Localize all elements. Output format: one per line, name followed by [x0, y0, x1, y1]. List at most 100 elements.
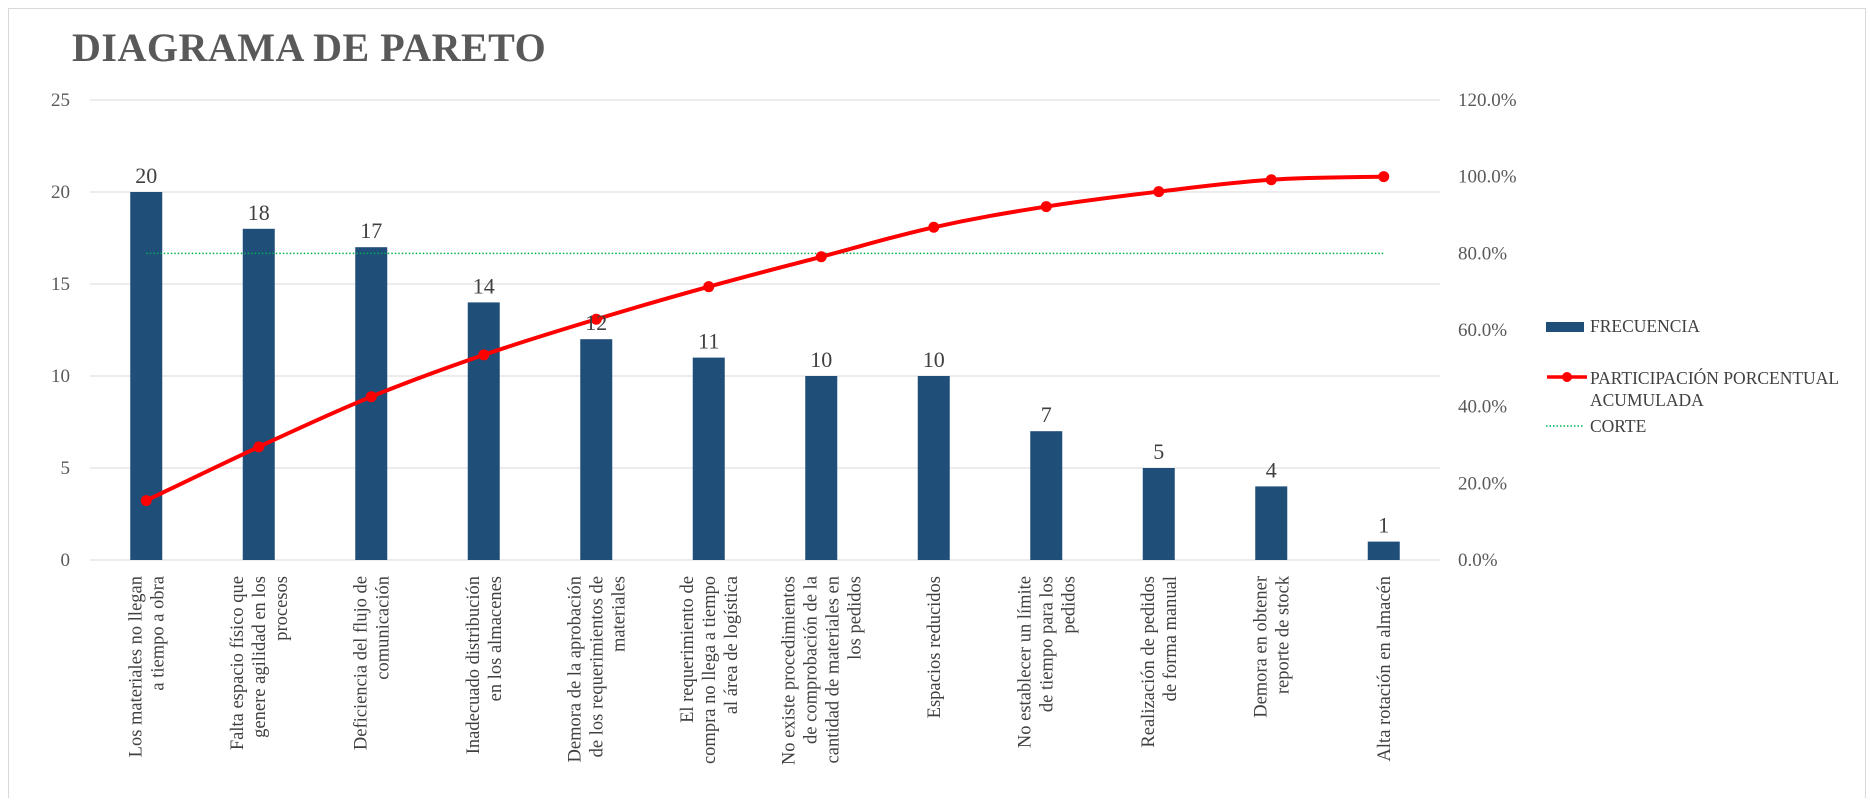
legend-swatch-line — [1547, 372, 1587, 382]
legend-label-frecuencia: FRECUENCIA — [1590, 316, 1700, 336]
category-label-line: cantidad de materiales en — [823, 576, 843, 763]
cumulative-point — [140, 495, 152, 507]
category-label-line: materiales — [609, 576, 629, 652]
cumulative-line-path — [145, 174, 1384, 503]
category-label: Demora en obtener reporte de stock — [1251, 575, 1293, 718]
left-tick-label: 5 — [61, 458, 71, 479]
bar-value-label: 18 — [248, 200, 270, 225]
category-label-line: Alta rotación en almacén — [1375, 576, 1395, 761]
bar — [1255, 486, 1288, 560]
legend-swatch-bar — [1546, 322, 1584, 332]
category-label-line: Espacios reducidos — [925, 576, 945, 718]
bar-value-label: 12 — [585, 310, 607, 335]
bar-value-label: 4 — [1266, 457, 1277, 482]
cumulative-line — [140, 171, 1390, 507]
category-label-line: los pedidos — [845, 576, 865, 660]
left-tick-label: 20 — [51, 182, 70, 203]
cumulative-point — [1378, 171, 1390, 183]
cumulative-point — [365, 391, 377, 403]
category-label-line: compra no llega a tiempo — [700, 576, 720, 764]
bar — [805, 376, 838, 560]
bar-value-label: 14 — [473, 273, 495, 298]
category-label: Espacios reducidos — [925, 576, 945, 718]
bar — [355, 247, 388, 560]
category-label-line: comunicación — [373, 576, 393, 680]
category-label-line: Los materiales no llegan — [126, 576, 146, 757]
left-axis-ticks: 0 5 10 15 20 25 — [51, 90, 70, 571]
bar — [917, 376, 950, 560]
bar-value-label: 20 — [135, 163, 157, 188]
right-tick-label: 60.0% — [1458, 320, 1507, 341]
bar-value-label: 1 — [1378, 513, 1389, 538]
category-labels: Los materiales no llegan a tiempo a obra F… — [126, 575, 1395, 765]
gridlines — [90, 99, 1440, 561]
category-label-line: reporte de stock — [1273, 575, 1293, 694]
category-label-line: de forma manual — [1161, 576, 1181, 701]
category-label: El requerimiento de compra no llega a tie… — [678, 576, 742, 764]
category-label-line: No establecer un límite — [1015, 576, 1035, 748]
bar — [467, 302, 500, 560]
category-label-line: Deficiencia del flujo de — [351, 576, 371, 750]
category-label-line: a tiempo a obra — [148, 576, 168, 691]
cumulative-point — [815, 251, 827, 263]
category-label: Los materiales no llegan a tiempo a obra — [126, 576, 168, 757]
legend-label-corte: CORTE — [1590, 416, 1647, 436]
bar — [1367, 541, 1400, 560]
left-tick-label: 25 — [51, 90, 70, 111]
right-tick-label: 0.0% — [1458, 550, 1498, 571]
category-label-line: de comprobación de la — [801, 576, 821, 744]
right-tick-label: 120.0% — [1458, 90, 1517, 111]
right-tick-label: 20.0% — [1458, 473, 1507, 494]
left-tick-label: 15 — [51, 274, 70, 295]
category-label-line: procesos — [272, 576, 292, 641]
bar — [1142, 468, 1175, 560]
bar — [692, 357, 725, 560]
category-label: Deficiencia del flujo de comunicación — [351, 576, 393, 750]
cumulative-point — [1153, 186, 1165, 198]
category-label: Falta espacio físico que genere agilidad … — [228, 576, 292, 750]
cumulative-point — [478, 349, 490, 361]
data-labels: 20 18 17 14 12 11 10 10 7 5 4 1 — [135, 163, 1389, 538]
category-label: Realización de pedidos de forma manual — [1139, 576, 1181, 748]
cumulative-point — [928, 221, 940, 233]
bar-value-label: 11 — [698, 329, 719, 354]
category-label-line: de los requerimientos de — [587, 576, 607, 757]
bar-value-label: 5 — [1153, 439, 1164, 464]
category-label: Alta rotación en almacén — [1375, 576, 1395, 761]
cumulative-point — [1040, 201, 1052, 213]
category-label-line: El requerimiento de — [678, 576, 698, 723]
category-label-line: de tiempo para los — [1037, 576, 1057, 712]
category-label-line: Demora en obtener — [1251, 576, 1271, 718]
category-label: No establecer un límite de tiempo para lo… — [1015, 576, 1079, 748]
bar-value-label: 10 — [923, 347, 945, 372]
right-tick-label: 40.0% — [1458, 397, 1507, 418]
legend-label-participacion: PARTICIPACIÓN PORCENTUAL ACUMULADA — [1590, 368, 1839, 410]
category-label-line: Realización de pedidos — [1139, 576, 1159, 748]
left-tick-label: 0 — [61, 550, 71, 571]
bar-value-label: 17 — [360, 218, 382, 243]
cumulative-point — [590, 313, 602, 325]
category-label: Inadecuado distribución en los almacenes — [464, 576, 506, 754]
category-label-line: Demora de la aprobación — [565, 576, 585, 762]
category-label-line: al área de logística — [722, 576, 742, 714]
bar — [242, 228, 275, 561]
category-label-line: pedidos — [1059, 576, 1079, 634]
category-label: Demora de la aprobación de los requerimie… — [565, 576, 629, 762]
right-tick-label: 80.0% — [1458, 243, 1507, 264]
category-label-line: en los almacenes — [486, 576, 506, 701]
left-tick-label: 10 — [51, 366, 70, 387]
category-label: No existe procedimientos de comprobación … — [779, 576, 865, 765]
bar — [580, 339, 613, 560]
category-label-line: genere agilidad en los — [250, 576, 270, 738]
cumulative-point — [253, 441, 265, 453]
chart-title: DIAGRAMA DE PARETO — [72, 25, 547, 70]
cumulative-point — [1265, 174, 1277, 186]
chart-frame — [8, 8, 1866, 798]
right-axis-ticks: 0.0% 20.0% 40.0% 60.0% 80.0% 100.0% 120.0% — [1458, 90, 1517, 571]
bar-value-label: 7 — [1041, 402, 1052, 427]
category-label-line: Inadecuado distribución — [464, 576, 484, 754]
right-tick-label: 100.0% — [1458, 167, 1517, 188]
bar — [1030, 431, 1063, 560]
cumulative-point — [703, 281, 715, 293]
